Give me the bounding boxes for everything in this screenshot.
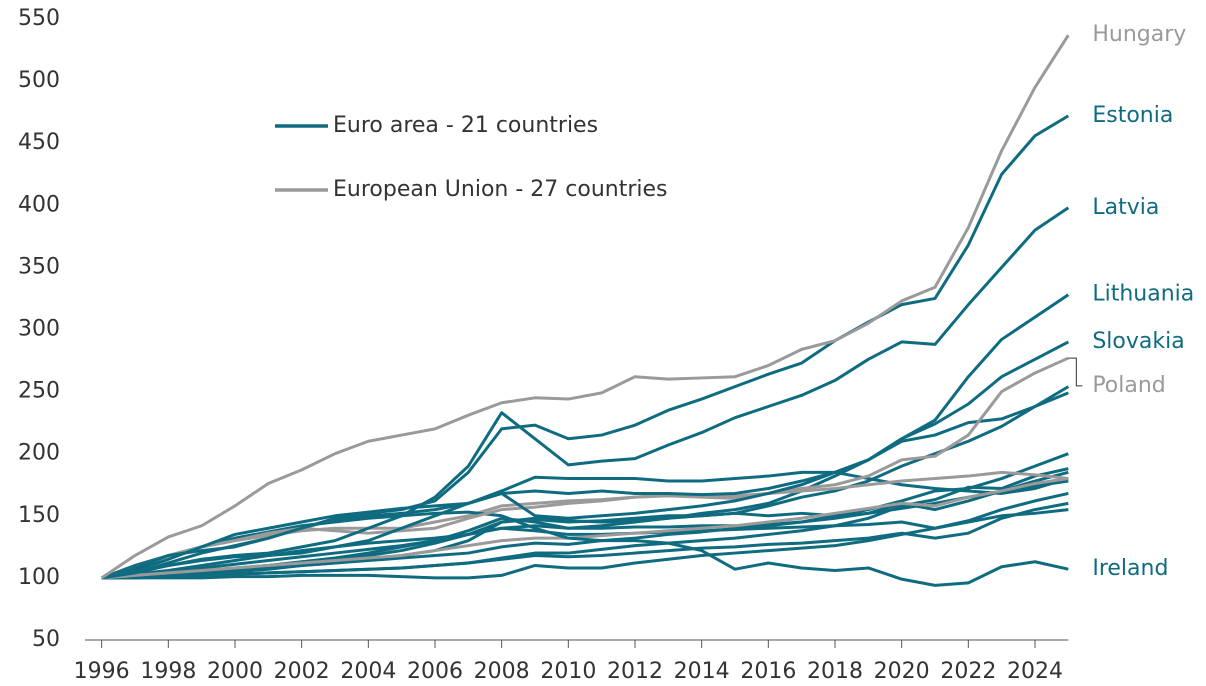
series-line [101,470,1069,580]
series-label: Latvia [1092,195,1159,220]
y-tick-label: 300 [18,317,60,342]
x-tick-label: 2018 [807,659,863,684]
series-line [100,34,1070,580]
y-tick-label: 250 [18,379,60,404]
series-label: Ireland [1092,556,1168,581]
series-line [101,356,1069,580]
legend-label: European Union - 27 countries [333,177,667,202]
x-tick-label: 2004 [340,659,396,684]
y-tick-label: 450 [18,130,60,155]
y-tick-label: 350 [18,254,60,279]
series-line [101,508,1069,580]
series-label: Poland [1092,373,1165,398]
series-line [101,293,1070,580]
x-tick-label: 2000 [207,659,263,684]
series-line [101,206,1070,580]
series-label: Estonia [1092,103,1173,128]
x-tick-label: 2024 [1007,659,1063,684]
x-tick-label: 2014 [674,659,730,684]
legend-label: Euro area - 21 countries [333,113,598,138]
x-tick-label: 2016 [740,659,796,684]
series-line [101,501,1069,580]
y-tick-label: 150 [18,503,60,528]
x-tick-label: 2008 [474,659,530,684]
series-label: Slovakia [1092,329,1184,354]
label-leader [1068,357,1083,387]
y-tick-label: 50 [32,627,60,652]
x-tick-label: 2010 [540,659,596,684]
x-tick-label: 1998 [140,659,196,684]
y-tick-label: 550 [18,6,60,31]
x-tick-label: 2006 [407,659,463,684]
series-label: Lithuania [1092,282,1194,307]
y-tick-label: 200 [18,441,60,466]
x-tick-label: 2012 [607,659,663,684]
series-line [101,477,1069,580]
x-tick-label: 1996 [74,659,130,684]
series-line [101,479,1069,580]
series-line [101,385,1070,580]
x-tick-label: 2020 [874,659,930,684]
y-tick-label: 500 [18,68,60,93]
series-line [101,114,1070,580]
y-tick-label: 400 [18,192,60,217]
x-tick-label: 2002 [274,659,330,684]
series-label: Hungary [1092,22,1186,47]
y-tick-label: 100 [18,565,60,590]
x-tick-label: 2022 [940,659,996,684]
